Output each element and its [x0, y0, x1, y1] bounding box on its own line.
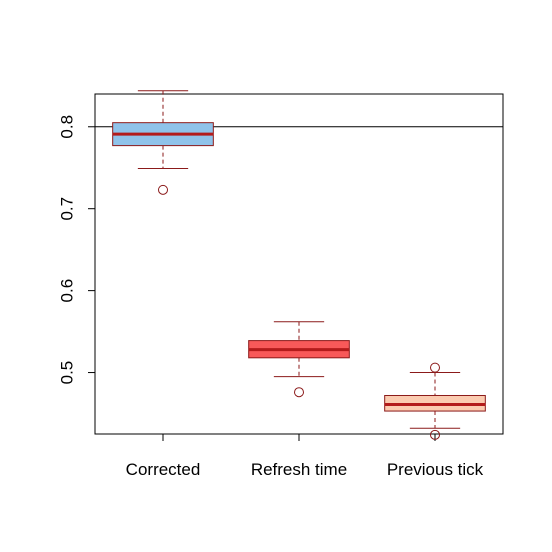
y-tick-label: 0.5 — [57, 361, 76, 385]
y-tick-label: 0.7 — [57, 197, 76, 221]
outlier-point — [158, 184, 168, 195]
x-category-label: Previous tick — [387, 460, 484, 479]
y-tick-label: 0.8 — [57, 115, 76, 139]
box-group — [248, 321, 350, 398]
box-group — [112, 90, 214, 195]
y-tick-label: 0.6 — [57, 279, 76, 303]
outlier-point — [430, 362, 440, 373]
y-axis: 0.5 0.6 0.7 0.8 — [57, 115, 96, 385]
x-category-label: Corrected — [126, 460, 201, 479]
outlier-point — [294, 387, 304, 398]
box-group — [384, 362, 486, 440]
x-category-label: Refresh time — [251, 460, 347, 479]
x-axis: Corrected Refresh time Previous tick — [126, 433, 484, 479]
outlier-point — [430, 429, 440, 440]
boxes-layer — [112, 90, 486, 440]
